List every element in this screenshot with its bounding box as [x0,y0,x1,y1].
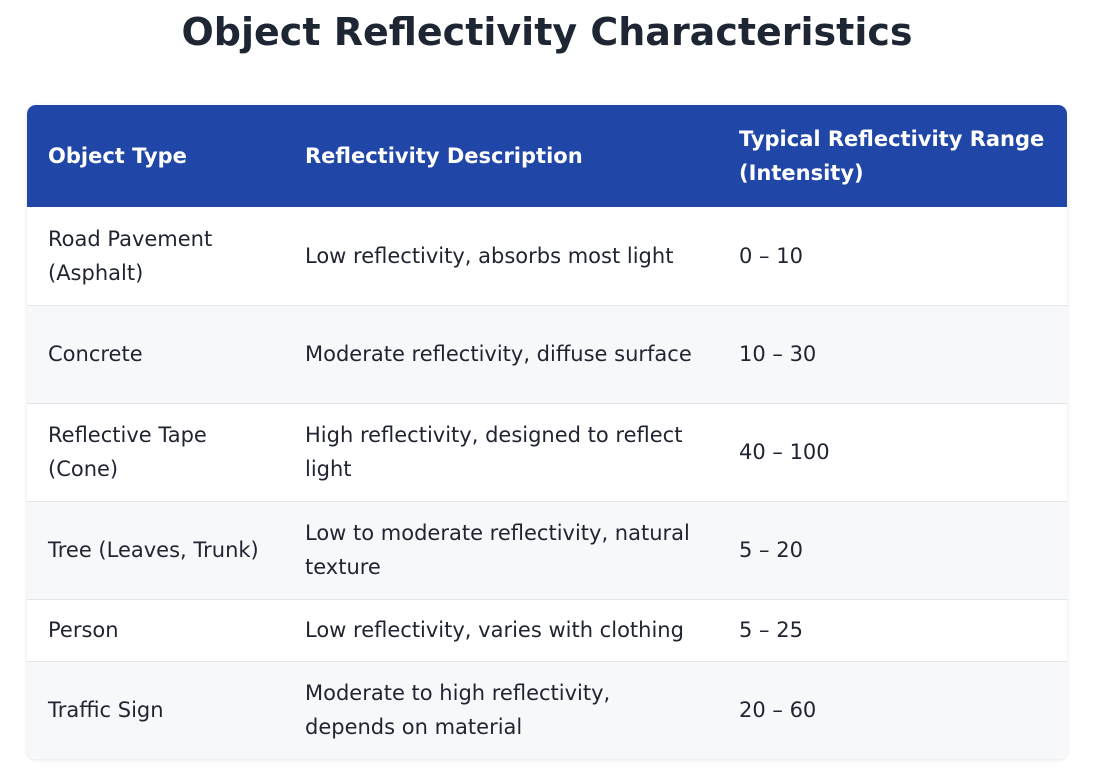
cell-description: Moderate to high reflectivity, depends o… [284,660,718,759]
table-row: Reflective Tape (Cone) High reflectivity… [27,402,1067,501]
cell-description: Low reflectivity, absorbs most light [305,243,674,268]
cell-object-type: Person [27,598,284,661]
column-header-reflectivity-range: Typical Reflectivity Range (Intensity) [739,127,1045,185]
cell-range: 5 – 20 [718,500,1067,599]
cell-object-type: Traffic Sign [27,660,284,759]
header-row: Object Type Reflectivity Description Typ… [27,105,1067,207]
cell-object-type: Reflective Tape (Cone) [27,402,284,501]
cell-range: 5 – 25 [718,598,1067,661]
cell-range: 0 – 10 [739,243,803,268]
table-row: Traffic Sign Moderate to high reflectivi… [27,660,1067,759]
cell-description: Low reflectivity, varies with clothing [284,598,718,661]
cell-object-type: Concrete [27,304,284,403]
cell-description: High reflectivity, designed to reflect l… [284,402,718,501]
table-body: Road Pavement (Asphalt) Low reflectivity… [27,207,1067,759]
table-row: Tree (Leaves, Trunk) Low to moderate ref… [27,500,1067,599]
column-header-object-type: Object Type [48,144,187,168]
cell-range: 10 – 30 [718,304,1067,403]
table-row: Road Pavement (Asphalt) Low reflectivity… [27,207,1067,305]
cell-description: Moderate reflectivity, diffuse surface [284,304,718,403]
table-row: Person Low reflectivity, varies with clo… [27,598,1067,661]
cell-object-type: Road Pavement (Asphalt) [48,226,213,285]
cell-range: 40 – 100 [718,402,1067,501]
cell-object-type: Tree (Leaves, Trunk) [27,500,284,599]
reflectivity-table: Object Type Reflectivity Description Typ… [27,105,1067,759]
page-title: Object Reflectivity Characteristics [181,10,913,54]
table-header: Object Type Reflectivity Description Typ… [27,105,1067,207]
column-header-reflectivity-description: Reflectivity Description [305,144,583,168]
cell-range: 20 – 60 [718,660,1067,759]
cell-description: Low to moderate reflectivity, natural te… [284,500,718,599]
reflectivity-table-card: Object Type Reflectivity Description Typ… [27,105,1067,759]
table-row: Concrete Moderate reflectivity, diffuse … [27,304,1067,403]
